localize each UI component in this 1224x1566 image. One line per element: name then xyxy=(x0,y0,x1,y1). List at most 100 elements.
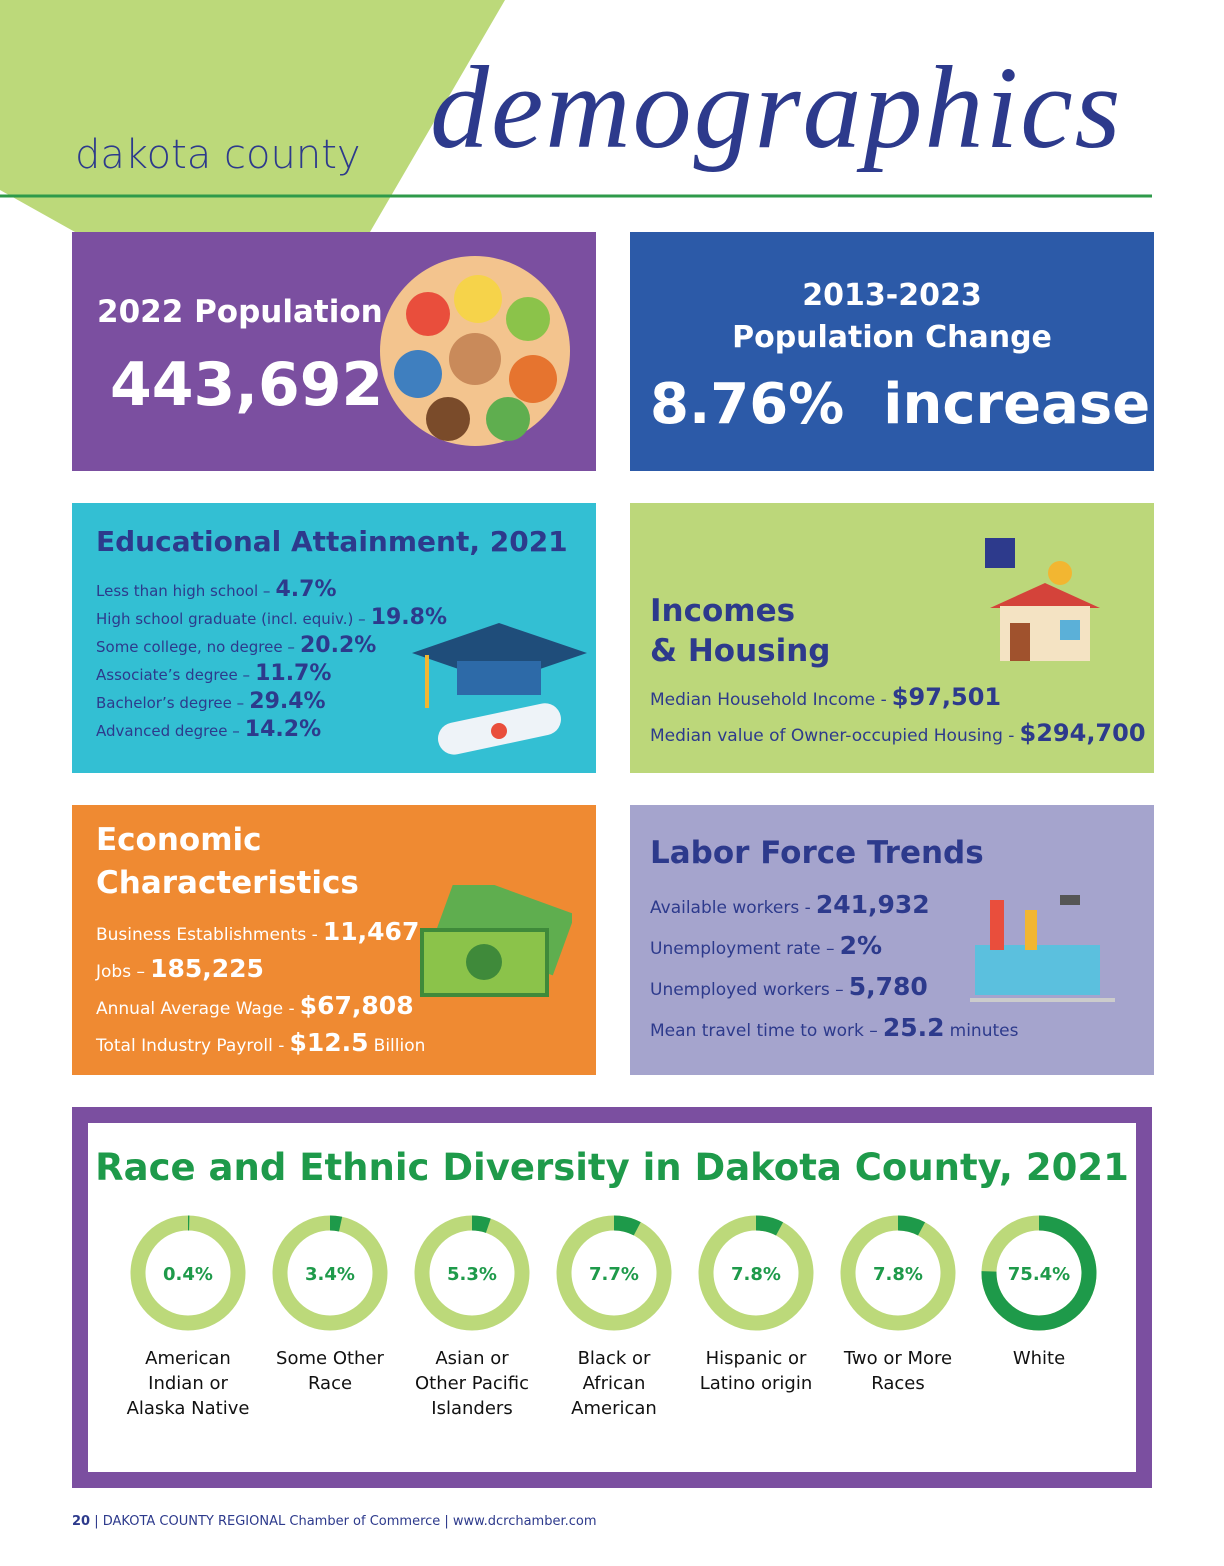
stat-row: Jobs – 185,225 xyxy=(96,954,425,983)
stat-row: Median value of Owner-occupied Housing -… xyxy=(650,719,1146,747)
population-value: 443,692 xyxy=(110,350,384,420)
stat-suffix: minutes xyxy=(949,1021,1019,1041)
donut-value: 3.4% xyxy=(305,1264,355,1285)
stat-row: Mean travel time to work – 25.2 minutes xyxy=(650,1015,1019,1043)
labor-list: Available workers - 241,932 Unemployment … xyxy=(650,890,1019,1057)
race-label: Some Other Race xyxy=(276,1348,384,1394)
economic-list: Business Establishments - 11,467 Jobs – 1… xyxy=(96,917,425,1065)
economic-title: Economic Characteristics xyxy=(96,819,359,905)
stat-value: 19.8% xyxy=(370,605,448,630)
race-panel xyxy=(88,1123,1136,1472)
stat-value: 2% xyxy=(839,931,883,960)
stat-value: 11.7% xyxy=(255,661,332,686)
stat-row: Some college, no degree – 20.2% xyxy=(96,633,447,658)
donut-value: 7.8% xyxy=(873,1264,923,1285)
stat-label: Business Establishments - xyxy=(96,925,318,945)
stat-row: Advanced degree – 14.2% xyxy=(96,717,447,742)
stat-row: Annual Average Wage - $67,808 xyxy=(96,991,425,1020)
stat-value: $12.5 xyxy=(289,1028,369,1057)
stat-label: Available workers - xyxy=(650,898,811,918)
stat-value: 5,780 xyxy=(848,972,928,1001)
stat-label: Median value of Owner-occupied Housing - xyxy=(650,726,1015,746)
stat-row: Business Establishments - 11,467 xyxy=(96,917,425,946)
race-label: Black or African American xyxy=(571,1348,657,1419)
footer-text: DAKOTA COUNTY REGIONAL Chamber of Commer… xyxy=(102,1514,597,1529)
stat-value: $294,700 xyxy=(1019,719,1146,747)
education-box: Educational Attainment, 2021 Less than h… xyxy=(72,503,596,773)
stat-label: Unemployment rate – xyxy=(650,939,835,959)
stat-label: Bachelor’s degree – xyxy=(96,694,245,712)
donut-arc xyxy=(414,1215,530,1331)
economic-title-line: Economic xyxy=(96,822,262,858)
stat-label: Mean travel time to work – xyxy=(650,1021,878,1041)
race-label: Two or More Races xyxy=(843,1348,953,1394)
incomes-title-line: & Housing xyxy=(650,633,831,669)
donut-value: 5.3% xyxy=(447,1264,497,1285)
graduation-icon xyxy=(412,623,587,755)
incomes-title-line: Incomes xyxy=(650,593,796,629)
stat-label: Less than high school – xyxy=(96,582,271,600)
stat-row: High school graduate (incl. equiv.) – 19… xyxy=(96,605,447,630)
labor-title: Labor Force Trends xyxy=(650,835,984,871)
header-title: demographics xyxy=(430,42,1123,173)
stat-row: Unemployment rate – 2% xyxy=(650,931,1018,961)
race-label: Asian or Other Pacific Islanders xyxy=(414,1348,530,1419)
header-graphic xyxy=(0,0,1152,232)
donut-value: 0.4% xyxy=(163,1264,213,1285)
labor-box: Labor Force Trends Available workers - 2… xyxy=(630,805,1154,1075)
stat-suffix: Billion xyxy=(373,1036,426,1056)
change-value: 8.76% xyxy=(650,372,845,437)
population-title: 2022 Population xyxy=(97,294,383,330)
stat-value: $97,501 xyxy=(891,683,1002,711)
donut-value: 7.7% xyxy=(589,1264,639,1285)
stat-label: Unemployed workers – xyxy=(650,980,844,1000)
stat-value: $67,808 xyxy=(299,991,414,1020)
population-box: 2022 Population 443,692 xyxy=(72,232,596,471)
stat-value: 20.2% xyxy=(299,633,377,658)
education-title: Educational Attainment, 2021 xyxy=(96,525,568,558)
donut-value: 75.4% xyxy=(1008,1264,1070,1285)
economic-box: Economic Characteristics Business Establ… xyxy=(72,805,596,1075)
race-label: White xyxy=(1012,1348,1066,1369)
donut-arc xyxy=(556,1215,672,1331)
stat-row: Median Household Income - $97,501 xyxy=(650,683,1146,711)
stat-label: Some college, no degree – xyxy=(96,638,295,656)
stat-label: Jobs – xyxy=(96,962,145,982)
change-box: 2013-2023 Population Change 8.76% increa… xyxy=(630,232,1154,471)
stat-label: Median Household Income - xyxy=(650,690,887,710)
donut-arc xyxy=(272,1215,388,1331)
money-icon xyxy=(420,885,572,997)
race-frame xyxy=(72,1107,1152,1488)
stat-row: Associate’s degree – 11.7% xyxy=(96,661,447,686)
stat-label: Advanced degree – xyxy=(96,722,240,740)
stat-value: 29.4% xyxy=(249,689,326,714)
stat-value: 4.7% xyxy=(275,577,337,602)
stat-value: 241,932 xyxy=(815,890,930,919)
header-shape xyxy=(0,0,505,232)
footer-page: 20 xyxy=(72,1514,91,1529)
incomes-list: Median Household Income - $97,501 Median … xyxy=(650,683,1146,755)
race-title: Race and Ethnic Diversity in Dakota Coun… xyxy=(95,1146,1129,1189)
stat-label: Associate’s degree – xyxy=(96,666,250,684)
house-icon xyxy=(985,538,1100,661)
stat-label: Annual Average Wage - xyxy=(96,999,295,1019)
donut-arc xyxy=(981,1215,1097,1331)
stat-label: High school graduate (incl. equiv.) – xyxy=(96,610,366,628)
donut-arc xyxy=(698,1215,814,1331)
stat-label: Total Industry Payroll - xyxy=(96,1036,285,1056)
header-prefix: dakota county xyxy=(75,132,361,178)
change-title: Population Change xyxy=(732,320,1052,355)
stat-value: 11,467 xyxy=(322,917,420,946)
stat-row: Bachelor’s degree – 29.4% xyxy=(96,689,447,714)
economic-title-line: Characteristics xyxy=(96,865,359,901)
stat-value: 185,225 xyxy=(150,954,264,983)
incomes-box: Incomes & Housing Median Household Incom… xyxy=(630,503,1154,773)
donut-arc xyxy=(130,1215,246,1331)
race-donuts: 0.4% 3.4% 5.3% 7.7% 7.8% 7.8% 75.4% xyxy=(130,1215,1097,1331)
stat-row: Total Industry Payroll - $12.5 Billion xyxy=(96,1028,425,1057)
stat-value: 14.2% xyxy=(244,717,322,742)
stat-row: Less than high school – 4.7% xyxy=(96,577,447,602)
footer: 20 | DAKOTA COUNTY REGIONAL Chamber of C… xyxy=(72,1514,597,1529)
education-list: Less than high school – 4.7% High school … xyxy=(96,577,447,745)
